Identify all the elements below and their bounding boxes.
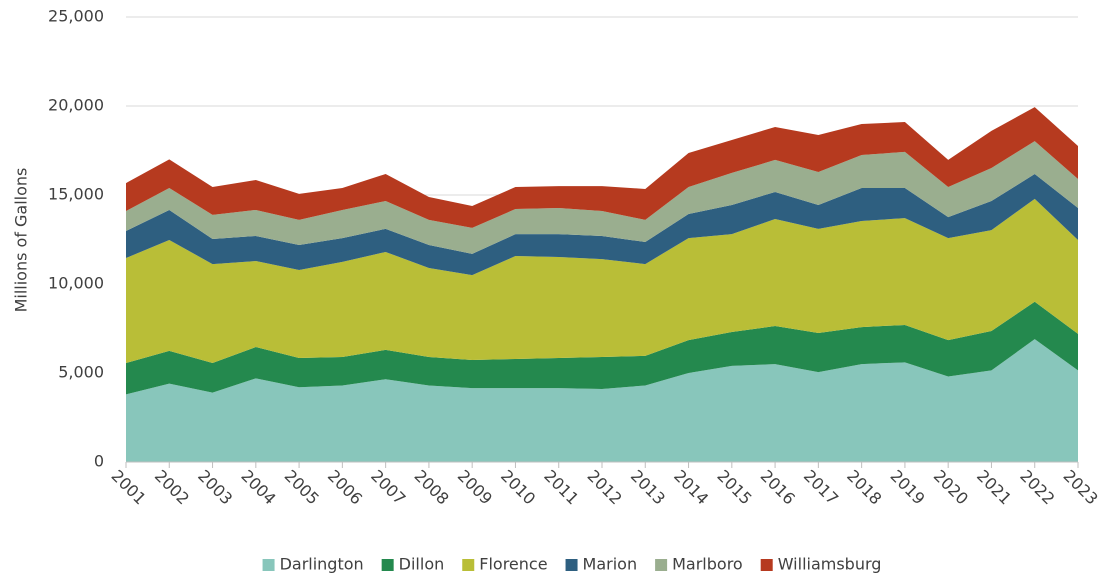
x-tick-label: 2003 (194, 466, 236, 508)
areas (126, 107, 1078, 462)
x-tick-label: 2006 (324, 466, 366, 508)
x-tick-label: 2016 (757, 466, 799, 508)
legend-swatch (262, 559, 275, 571)
x-tick-label: 2018 (843, 466, 885, 508)
x-tick-label: 2012 (584, 466, 626, 508)
x-tick-label: 2011 (540, 466, 582, 508)
x-tick-label: 2002 (151, 466, 193, 508)
x-tick-label: 2004 (237, 466, 279, 508)
area (126, 339, 1078, 462)
x-tick-label: 2015 (713, 466, 755, 508)
legend: Darlington Dillon Florence Marion Marlboro Wi… (262, 555, 882, 574)
legend-item: Williamsburg (760, 555, 882, 574)
x-tick-label: 2007 (367, 466, 409, 508)
legend-swatch (381, 559, 394, 571)
legend-swatch (760, 559, 773, 571)
y-tick-label: 15,000 (48, 185, 104, 204)
x-tick-label: 2021 (973, 466, 1015, 508)
y-tick-label: 20,000 (48, 96, 104, 115)
legend-swatch (655, 559, 668, 571)
y-axis-title: Millions of Gallons (12, 168, 31, 313)
legend-item: Marlboro (655, 555, 743, 574)
x-tick-label: 2005 (281, 466, 323, 508)
legend-swatch (565, 559, 578, 571)
legend-label: Darlington (280, 555, 364, 574)
area (126, 198, 1078, 364)
x-tick-label: 2014 (670, 466, 712, 508)
x-tick-label: 2010 (497, 466, 539, 508)
legend-label: Williamsburg (778, 555, 882, 574)
legend-label: Marion (583, 555, 638, 574)
x-tick-label: 2009 (454, 466, 496, 508)
x-tick-label: 2001 (108, 466, 150, 508)
legend-label: Dillon (399, 555, 445, 574)
legend-swatch (462, 559, 475, 571)
x-tick-label: 2017 (800, 466, 842, 508)
legend-label: Florence (479, 555, 547, 574)
y-tick-label: 0 (94, 452, 104, 471)
x-tick-label: 2022 (1016, 466, 1058, 508)
legend-item: Marion (565, 555, 638, 574)
legend-item: Darlington (262, 555, 364, 574)
x-tick-label: 2008 (411, 466, 453, 508)
x-tick-label: 2023 (1060, 466, 1102, 508)
y-tick-label: 10,000 (48, 274, 104, 293)
area (126, 301, 1078, 395)
area (126, 173, 1078, 276)
legend-item: Dillon (381, 555, 445, 574)
area (126, 141, 1078, 254)
legend-label: Marlboro (672, 555, 743, 574)
area (126, 107, 1078, 228)
y-tick-label: 5,000 (58, 363, 104, 382)
x-tick-label: 2013 (627, 466, 669, 508)
y-tick-label: 25,000 (48, 7, 104, 26)
x-tick-label: 2020 (930, 466, 972, 508)
legend-item: Florence (462, 555, 548, 574)
x-tick-label: 2019 (887, 466, 929, 508)
